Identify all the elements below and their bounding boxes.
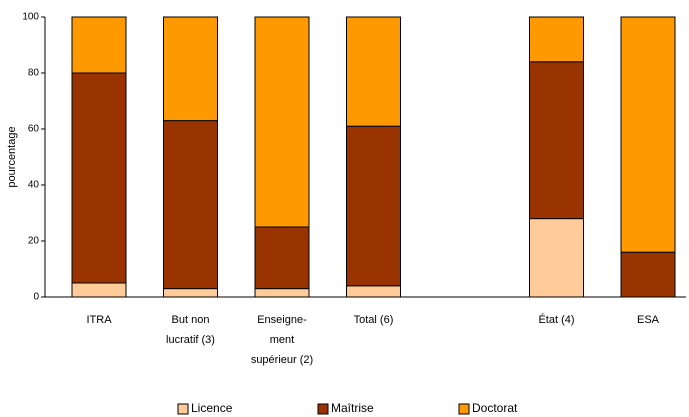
bar-segment bbox=[346, 285, 401, 298]
legend-swatch bbox=[177, 403, 189, 415]
y-tick-label: 20 bbox=[28, 236, 40, 247]
x-tick-label: ITRA bbox=[86, 314, 112, 326]
bar-segment bbox=[346, 16, 401, 127]
bar-segment bbox=[163, 288, 218, 298]
y-axis-label: pourcentage bbox=[6, 126, 18, 187]
y-tick-label: 0 bbox=[33, 292, 39, 303]
bar-segment bbox=[620, 16, 676, 253]
legend-swatch bbox=[317, 403, 329, 415]
x-tick-label: Enseigne- ment supérieur (2) bbox=[250, 314, 314, 366]
y-tick-label: 60 bbox=[28, 124, 40, 135]
bar-segment bbox=[163, 120, 218, 290]
legend-swatch bbox=[458, 403, 470, 415]
legend-label: Doctorat bbox=[472, 401, 518, 415]
y-tick-label: 80 bbox=[28, 68, 40, 79]
x-tick-label: But non lucratif (3) bbox=[166, 314, 215, 346]
bar-segment bbox=[620, 251, 676, 298]
legend-label: Licence bbox=[191, 401, 233, 415]
y-tick-label: 100 bbox=[22, 12, 39, 23]
bar-segment bbox=[254, 288, 310, 298]
bar-segment bbox=[71, 72, 127, 284]
legend-label: Maîtrise bbox=[331, 401, 374, 415]
bar-segment bbox=[346, 125, 401, 287]
x-tick-label: Total (6) bbox=[353, 314, 394, 326]
x-tick-label: ESA bbox=[636, 314, 659, 326]
bar-segment bbox=[529, 218, 584, 298]
y-tick-label: 40 bbox=[28, 180, 40, 191]
bar-segment bbox=[71, 16, 127, 74]
bar-segment bbox=[529, 16, 584, 63]
bar-segment bbox=[254, 16, 310, 228]
bar-segment bbox=[254, 226, 310, 290]
bar-segment bbox=[163, 16, 218, 122]
bar-segment bbox=[529, 61, 584, 220]
x-tick-label: État (4) bbox=[538, 314, 575, 326]
bar-segment bbox=[71, 282, 127, 298]
